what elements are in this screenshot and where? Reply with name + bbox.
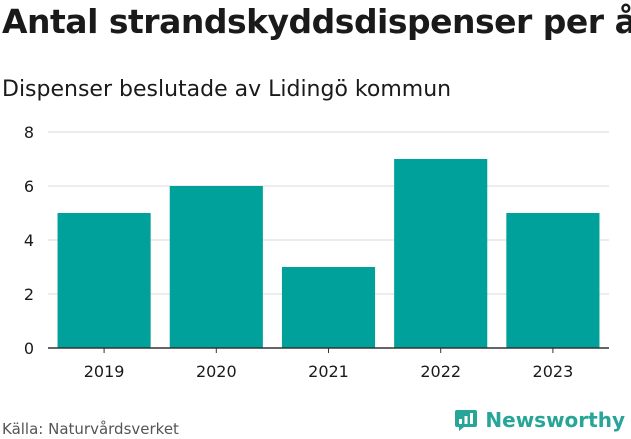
bar-2022	[394, 159, 488, 348]
y-tick-label: 8	[24, 123, 34, 142]
bar-2021	[281, 267, 376, 348]
brand-logo: Newsworthy	[454, 408, 625, 432]
newsworthy-logo-icon	[455, 410, 478, 431]
y-tick-label: 4	[24, 231, 34, 250]
x-tick-label: 2022	[420, 362, 461, 381]
source-note: Källa: Naturvårdsverket	[2, 420, 179, 438]
y-tick-label: 2	[24, 285, 34, 304]
bar-2019	[57, 213, 151, 348]
brand-name: Newsworthy	[485, 408, 625, 432]
x-tick-label: 2023	[533, 362, 574, 381]
bar-chart: 0 2 4 6 8 2019 2020 2021 2022 2023	[24, 123, 609, 381]
y-tick-label: 6	[24, 177, 34, 196]
y-tick-label: 0	[24, 339, 34, 358]
bar-2020	[169, 186, 263, 348]
chart-title: Antal strandskyddsdispenser per år	[2, 2, 631, 41]
chart-subtitle: Dispenser beslutade av Lidingö kommun	[2, 77, 452, 102]
x-tick-label: 2019	[84, 362, 125, 381]
x-tick-label: 2021	[308, 362, 349, 381]
bar-2023	[506, 213, 600, 348]
x-tick-label: 2020	[196, 362, 237, 381]
